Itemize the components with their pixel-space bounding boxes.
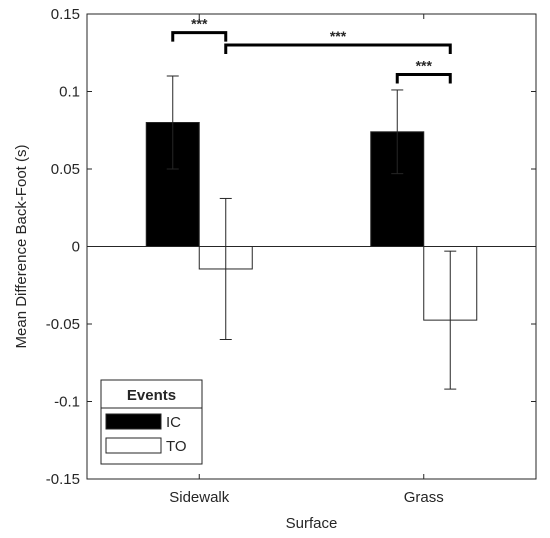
y-tick-label: -0.1 [54, 394, 80, 411]
y-tick-label: 0.1 [59, 84, 80, 101]
y-tick-label: -0.05 [46, 316, 80, 333]
significance-bracket [395, 72, 452, 84]
y-axis-ticks: -0.15 -0.1 -0.05 0 0.05 0.1 0.15 [46, 6, 536, 488]
legend-swatch-ic [105, 413, 162, 430]
x-tick-label: Grass [404, 489, 444, 506]
x-axis-ticks: Sidewalk Grass [169, 14, 444, 506]
significance-bracket [224, 43, 452, 54]
error-bars [166, 75, 457, 390]
legend-label-to: TO [166, 438, 187, 455]
legend-swatch-to [105, 437, 162, 454]
legend-label-ic: IC [166, 414, 181, 431]
x-axis-title: Surface [286, 515, 338, 532]
y-tick-label: -0.15 [46, 471, 80, 488]
y-tick-label: 0.05 [51, 161, 80, 178]
y-tick-label: 0 [72, 239, 80, 256]
y-axis-title: Mean Difference Back-Foot (s) [13, 145, 30, 349]
legend-title: Events [127, 387, 176, 404]
legend: Events IC TO [100, 379, 203, 465]
significance-label: *** [416, 57, 433, 73]
y-tick-label: 0.15 [51, 6, 80, 23]
significance-label: *** [191, 16, 208, 32]
significance-label: *** [330, 28, 347, 44]
x-tick-label: Sidewalk [169, 489, 230, 506]
significance-bracket [171, 31, 228, 42]
significance-brackets: *** *** *** [171, 16, 452, 84]
